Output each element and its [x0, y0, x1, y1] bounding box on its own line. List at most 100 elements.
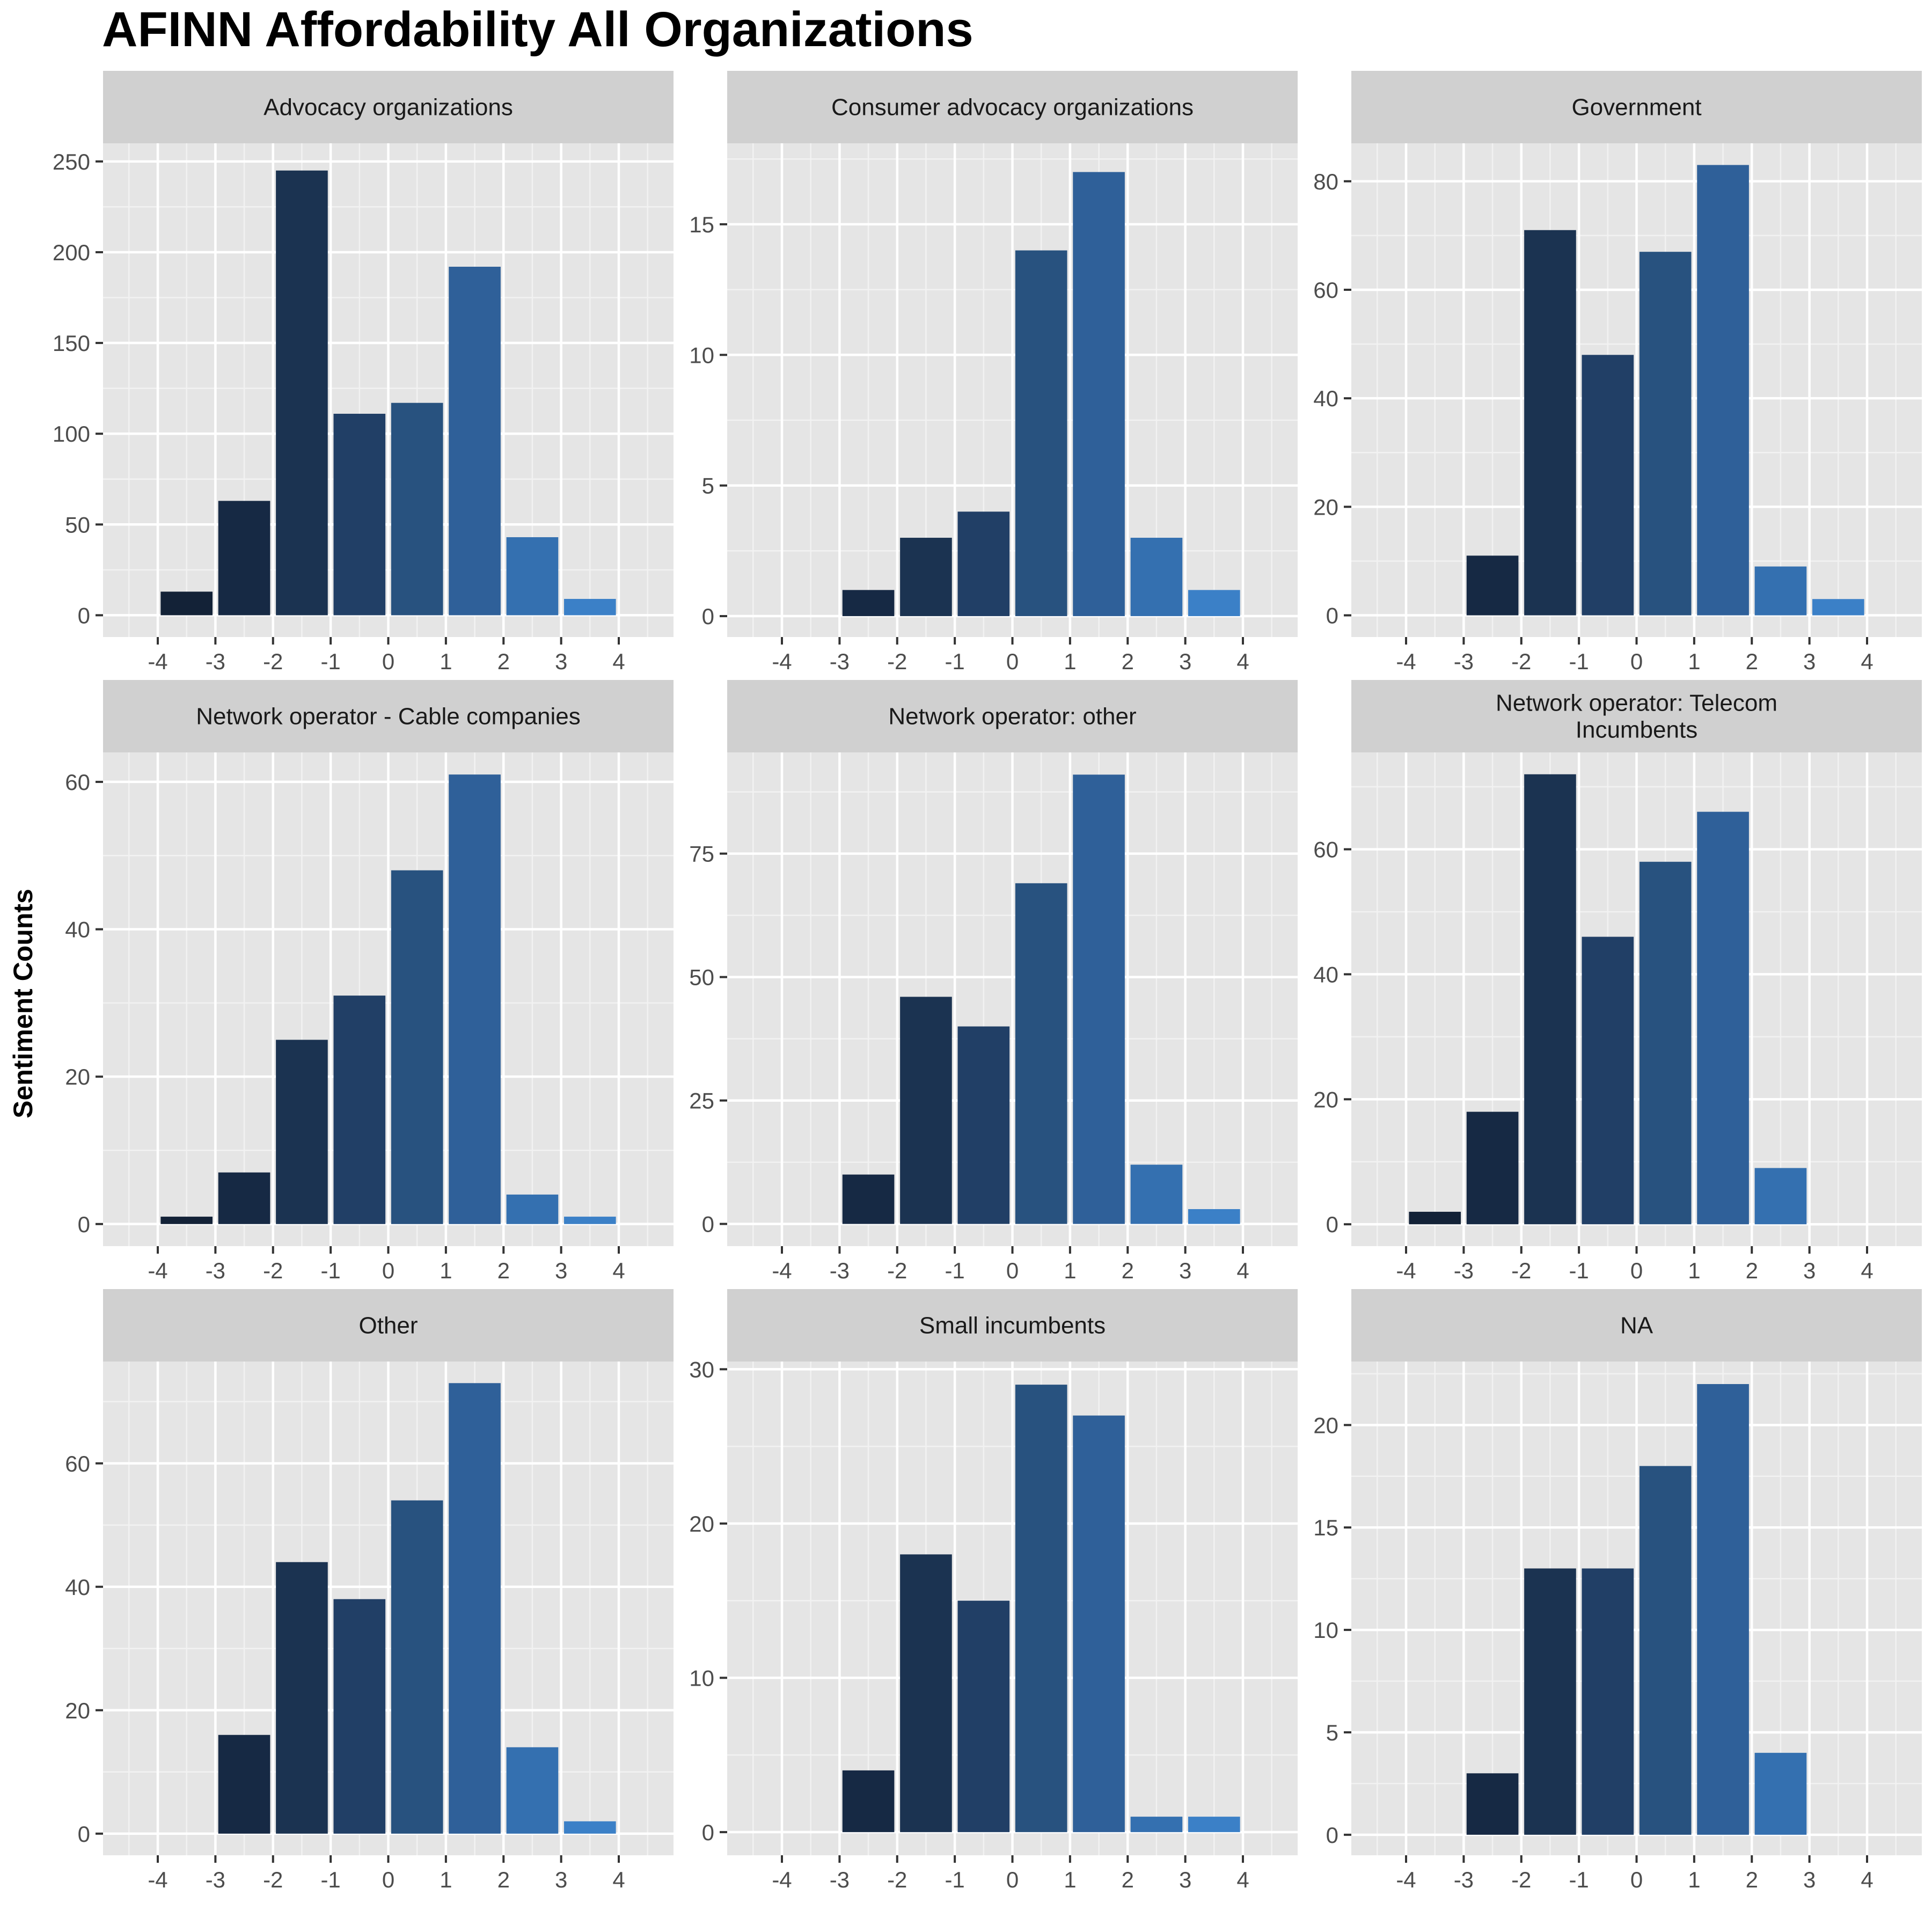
bar — [564, 1217, 616, 1224]
x-tick-label: 2 — [1122, 649, 1134, 674]
x-tick-label: 3 — [555, 649, 567, 674]
x-tick-label: -3 — [1454, 1258, 1474, 1283]
x-tick-label: 1 — [1688, 1867, 1700, 1892]
bar — [1524, 1568, 1576, 1835]
y-tick-label: 50 — [65, 512, 90, 537]
bar — [1130, 1817, 1183, 1832]
x-tick-label: -4 — [148, 1867, 167, 1892]
x-tick-label: -4 — [1396, 1867, 1416, 1892]
facet-panel: Network operator - Cable companies020406… — [65, 680, 674, 1283]
x-tick-label: -1 — [320, 649, 340, 674]
x-tick-label: 0 — [1006, 1867, 1019, 1892]
facet-panel: Network operator: other 0 25 50 75 -4 -3 -2 -1 0 1… — [689, 680, 1298, 1283]
y-tick-label: 75 — [689, 841, 714, 867]
bar — [391, 402, 443, 616]
x-tick-label: 3 — [1179, 1867, 1191, 1892]
x-tick-label: 4 — [1861, 1258, 1873, 1283]
bar — [1754, 1753, 1807, 1835]
bar — [506, 1194, 559, 1224]
bar — [1073, 172, 1125, 617]
y-tick-label: 60 — [1313, 277, 1338, 303]
y-tick-label: 0 — [1326, 603, 1338, 628]
x-tick-label: -2 — [887, 1258, 907, 1283]
y-tick-label: 25 — [689, 1088, 714, 1114]
bar — [1073, 774, 1125, 1224]
y-tick-label: 30 — [689, 1357, 714, 1382]
x-tick-label: -3 — [830, 1867, 850, 1892]
y-tick-label: 20 — [689, 1511, 714, 1536]
y-tick-label: 40 — [1313, 962, 1338, 987]
facet-strip — [1351, 71, 1922, 143]
bar — [1754, 566, 1807, 616]
bar — [391, 870, 443, 1224]
facet-title: Network operator: Telecom Incumbents — [1496, 690, 1777, 743]
bar — [1697, 165, 1749, 616]
y-tick-label: 0 — [702, 604, 714, 629]
x-tick-label: -4 — [772, 1258, 792, 1283]
x-tick-label: 3 — [555, 1258, 567, 1283]
x-tick-label: -4 — [148, 649, 167, 674]
x-tick-label: 1 — [1064, 649, 1076, 674]
x-tick-label: 4 — [612, 1867, 625, 1892]
y-tick-label: 40 — [65, 1575, 90, 1600]
y-tick-label: 0 — [78, 1212, 90, 1237]
y-tick-label: 5 — [702, 473, 714, 499]
y-tick-label: 20 — [1313, 494, 1338, 519]
x-tick-label: -3 — [1454, 649, 1474, 674]
x-tick-label: 2 — [1746, 1867, 1758, 1892]
bar — [1639, 252, 1692, 616]
x-tick-label: 2 — [1122, 1867, 1134, 1892]
facet-strip — [103, 1289, 674, 1362]
x-tick-label: -1 — [320, 1258, 340, 1283]
x-tick-label: 1 — [1064, 1258, 1076, 1283]
x-tick-label: -3 — [830, 1258, 850, 1283]
bar — [1524, 230, 1576, 616]
x-tick-label: 4 — [1236, 649, 1249, 674]
facet-strip — [727, 71, 1298, 143]
facet-strip — [1351, 1289, 1922, 1362]
facet-panels: Advocacy organizations050100150200250-4-… — [53, 71, 1922, 1892]
y-tick-label: 20 — [1313, 1413, 1338, 1438]
x-tick-label: 2 — [1746, 1258, 1758, 1283]
facet-title: Network operator - Cable companies — [196, 704, 581, 730]
x-tick-label: -3 — [206, 1258, 225, 1283]
facet-title: Small incumbents — [919, 1313, 1106, 1339]
x-tick-label: 3 — [1803, 1258, 1816, 1283]
y-tick-label: 10 — [1313, 1618, 1338, 1643]
bar — [900, 538, 952, 617]
x-tick-label: -4 — [772, 649, 792, 674]
x-tick-label: 1 — [440, 1258, 452, 1283]
y-tick-label: 10 — [689, 342, 714, 368]
x-tick-label: -2 — [887, 649, 907, 674]
x-tick-label: 2 — [497, 1867, 510, 1892]
y-tick-label: 150 — [53, 331, 90, 356]
bar — [1015, 883, 1067, 1224]
y-tick-label: 20 — [65, 1064, 90, 1089]
x-tick-label: -2 — [263, 649, 283, 674]
bar — [957, 511, 1010, 617]
bar — [276, 1562, 328, 1834]
bar — [276, 170, 328, 616]
bar — [160, 1217, 213, 1224]
bar — [1524, 774, 1576, 1225]
facet-title: Advocacy organizations — [264, 94, 513, 121]
x-tick-label: 3 — [1803, 1867, 1816, 1892]
x-tick-label: 4 — [1861, 649, 1873, 674]
x-tick-label: 2 — [1746, 649, 1758, 674]
bar — [957, 1600, 1010, 1832]
facet-strip — [103, 71, 674, 143]
y-tick-label: 10 — [689, 1665, 714, 1690]
x-tick-label: -3 — [206, 649, 225, 674]
bar — [218, 501, 270, 616]
bar — [1130, 1165, 1183, 1224]
x-tick-label: -3 — [830, 649, 850, 674]
bar — [900, 1554, 952, 1832]
y-tick-label: 15 — [689, 212, 714, 237]
y-axis-label: Sentiment Counts — [8, 889, 38, 1118]
x-tick-label: 0 — [382, 1258, 394, 1283]
bar — [1582, 355, 1634, 616]
bar — [1697, 1384, 1749, 1835]
y-tick-label: 80 — [1313, 169, 1338, 194]
bar — [449, 1383, 501, 1834]
bar — [900, 997, 952, 1224]
